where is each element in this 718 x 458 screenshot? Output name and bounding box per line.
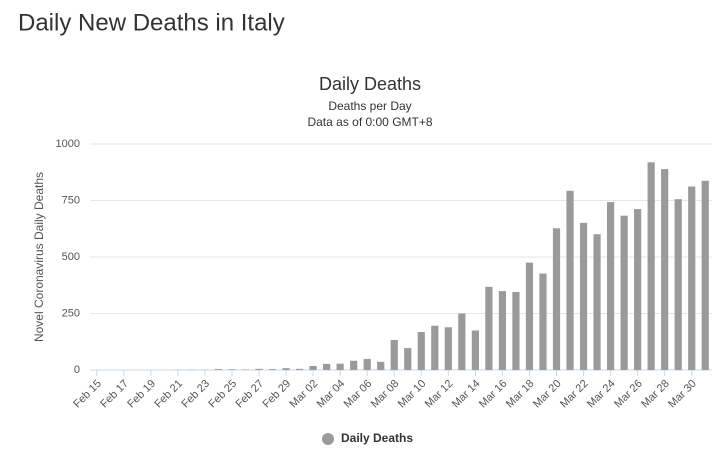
x-tick-label: Mar 08	[369, 378, 402, 411]
x-tick-label: Mar 04	[315, 378, 348, 411]
bar	[552, 228, 561, 370]
x-tick-label: Feb 23	[179, 378, 212, 411]
bar	[404, 348, 412, 370]
bar	[268, 369, 277, 370]
bar	[661, 169, 669, 370]
chart-subtitle: Data as of 0:00 GMT+8	[307, 115, 432, 129]
bar	[485, 286, 493, 370]
y-axis-label: Novel Coronavirus Daily Deaths	[32, 172, 46, 342]
chart-title: Daily Deaths	[319, 74, 421, 94]
x-tick-label: Feb 29	[261, 378, 294, 411]
chart-subtitle: Deaths per Day	[328, 99, 411, 113]
x-tick-label: Mar 26	[612, 378, 645, 411]
bar	[647, 162, 655, 370]
x-tick-label: Feb 25	[206, 378, 239, 411]
bar	[458, 313, 466, 370]
x-tick-label: Feb 15	[71, 378, 104, 411]
bar	[674, 199, 682, 370]
bar	[323, 363, 331, 370]
legend-marker	[322, 433, 334, 445]
x-tick-label: Mar 30	[666, 378, 699, 411]
bar	[295, 368, 304, 370]
x-tick-label: Mar 28	[639, 378, 672, 411]
y-tick-label: 250	[62, 307, 80, 319]
x-tick-label: Mar 16	[477, 378, 510, 411]
bar	[566, 190, 574, 370]
bar	[363, 358, 371, 370]
page-title: Daily New Deaths in Italy	[18, 9, 285, 36]
bar	[634, 209, 642, 370]
bar	[282, 368, 290, 370]
x-tick-label: Feb 27	[233, 378, 266, 411]
bar	[512, 292, 520, 370]
bar	[620, 215, 628, 370]
x-tick-label: Mar 24	[585, 378, 618, 411]
bar	[471, 330, 479, 370]
bar	[377, 361, 385, 370]
bar	[350, 360, 358, 370]
y-tick-label: 750	[62, 194, 80, 206]
x-tick-label: Feb 17	[98, 378, 131, 411]
bar	[539, 273, 547, 370]
bar	[431, 325, 439, 370]
bar	[593, 234, 601, 370]
bar	[688, 186, 696, 370]
bar	[417, 332, 425, 370]
x-tick-label: Feb 21	[152, 378, 185, 411]
bar	[606, 202, 615, 370]
bar	[701, 180, 709, 370]
bar	[309, 365, 317, 370]
y-tick-label: 0	[74, 364, 80, 376]
bar	[390, 339, 398, 370]
bar	[525, 262, 534, 370]
bar	[498, 291, 507, 370]
bar	[579, 222, 588, 370]
x-tick-label: Mar 14	[450, 378, 483, 411]
legend-label: Daily Deaths	[341, 431, 413, 445]
bar	[336, 363, 344, 370]
y-tick-label: 1000	[56, 138, 80, 150]
x-tick-label: Mar 12	[423, 378, 456, 411]
x-tick-label: Feb 19	[125, 378, 158, 411]
y-tick-label: 500	[62, 251, 80, 263]
bar	[255, 368, 263, 370]
bar	[444, 327, 452, 370]
x-tick-label: Mar 02	[288, 378, 321, 411]
x-tick-label: Mar 18	[504, 378, 537, 411]
x-tick-label: Mar 06	[342, 378, 375, 411]
x-tick-label: Mar 22	[558, 378, 591, 411]
x-tick-label: Mar 10	[396, 378, 429, 411]
x-tick-label: Mar 20	[531, 378, 564, 411]
bar	[214, 369, 223, 370]
bar	[228, 369, 236, 370]
